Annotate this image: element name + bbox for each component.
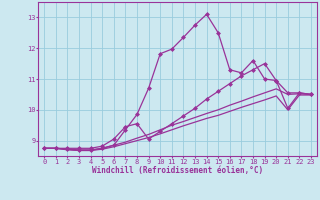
X-axis label: Windchill (Refroidissement éolien,°C): Windchill (Refroidissement éolien,°C) [92, 166, 263, 175]
